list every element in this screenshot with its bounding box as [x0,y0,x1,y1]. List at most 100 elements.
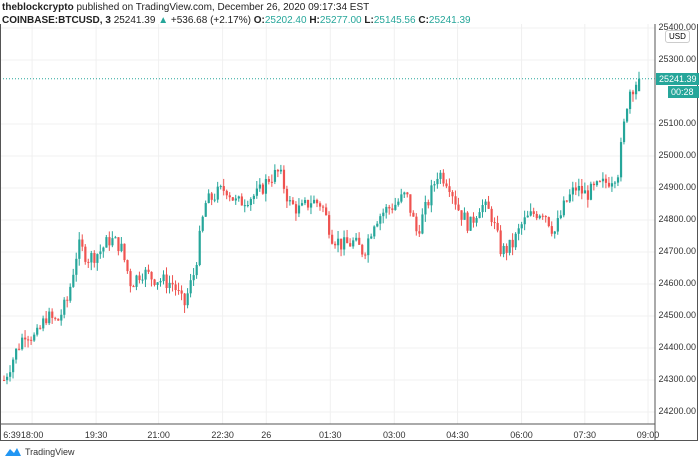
candle-body [328,215,331,235]
candle-body [39,327,42,329]
candle-body [526,215,529,218]
candle-body [99,251,102,255]
candle-body [297,205,301,214]
time-label: 07:30 [573,430,597,440]
candle-body [484,201,487,206]
candle-body [138,275,141,281]
candle-body [105,237,108,248]
symbol: COINBASE:BTCUSD, 3 [2,15,111,26]
candle-body [228,195,231,198]
time-label: 09:00 [636,430,660,440]
candle-body [144,269,147,280]
author: theblockcrypto [2,2,74,13]
time-label: 6:39 [3,430,21,440]
candle-body [246,205,249,207]
chart-header: theblockcrypto published on TradingView.… [2,1,471,27]
candle-body [619,142,623,178]
candle-body [451,191,454,197]
candle-body [496,222,499,231]
candle-body [562,200,565,216]
price-label: 24500.00 [658,310,696,320]
candle-body [135,275,138,287]
candle-body [523,217,526,225]
candle-body [490,208,493,223]
candle-body [610,183,614,187]
candle-body [508,239,511,253]
candle-body [514,233,517,248]
candle-body [30,339,33,341]
candle-body [466,212,469,231]
candle-body [502,245,505,255]
candle-body [394,204,397,210]
close-label: C: [418,15,429,26]
candle-body [102,247,105,252]
candle-body [559,215,562,219]
candle-body [361,244,364,255]
candle-body [120,243,123,252]
price-label: 24300.00 [658,374,696,384]
candle-body [346,237,349,244]
candle-body [469,216,472,231]
candle-body [189,280,192,294]
candle-body [141,279,144,281]
candle-body [264,178,268,194]
low-label: L: [364,15,374,26]
candle-body [433,184,436,186]
time-label: 22:30 [211,430,234,440]
candle-body [171,282,174,285]
price-label: 25400.00 [658,22,696,32]
candle-body [352,240,355,247]
candle-body [132,286,135,288]
candle-body [481,205,484,213]
candle-body [177,290,180,292]
candle-body [222,186,225,191]
chart-frame [0,24,698,441]
candle-body [550,226,553,234]
candle-body [312,199,316,204]
brand-name: TradingView [25,446,75,457]
last-price: 25241.39 [113,15,156,26]
candle-body [261,184,265,194]
price-change: +536.68 (+2.17%) [170,15,251,26]
candle-body [364,254,367,256]
candlestick-chart[interactable] [0,24,698,441]
candle-body [150,271,153,280]
candle-body [565,200,568,202]
candle-body [78,239,81,259]
candle-body [478,212,481,219]
candle-body [349,243,352,247]
candle-body [520,224,523,229]
candle-body [183,293,186,306]
candle-body [373,226,376,237]
candle-body [81,239,84,247]
candle-body [616,177,620,183]
candle-body [213,199,216,201]
time-label: 06:00 [510,430,533,440]
candle-body [273,169,277,182]
candle-body [595,181,599,186]
candle-body [225,190,228,196]
price-label: 24700.00 [658,246,696,256]
candle-body [237,196,240,199]
candle-body [337,238,340,246]
candle-body [592,183,596,186]
candle-body [493,222,496,224]
close-value: 25241.39 [428,15,471,26]
price-label: 24400.00 [658,342,696,352]
tradingview-logo[interactable]: TradingView [4,446,75,457]
time-label: 18:00 [20,430,44,440]
candle-body [574,187,578,191]
candle-body [400,194,403,202]
candle-body [382,212,385,217]
time-label: 04:30 [446,430,469,440]
candle-body [556,218,559,232]
candle-body [547,217,550,227]
candle-body [529,211,532,216]
price-label: 25000.00 [658,150,696,160]
candle-body [553,231,556,234]
candle-body [325,207,328,216]
candle-body [412,212,415,217]
candle-body [391,208,394,210]
candle-body [634,84,638,95]
candle-body [604,178,608,183]
